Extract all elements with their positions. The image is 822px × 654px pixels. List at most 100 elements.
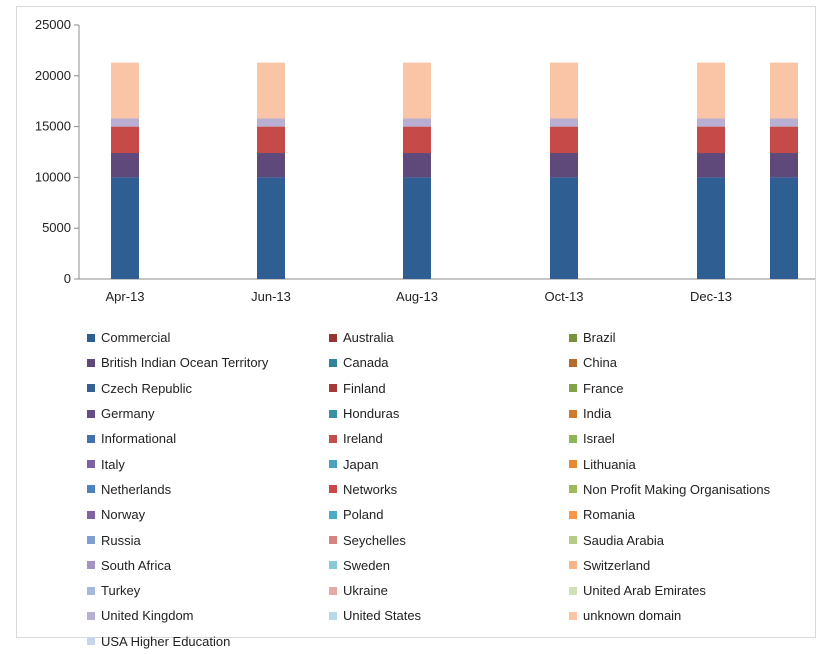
chart-frame: 25000 20000 15000 10000 5000 0 Apr-13 Jun-13 Aug…: [16, 6, 819, 649]
legend-label: Turkey: [101, 583, 141, 599]
legend-label: Norway: [101, 507, 146, 523]
legend-label: USA Higher Education: [101, 633, 231, 649]
legend-item: Ukraine: [329, 578, 569, 603]
legend-swatch: [87, 586, 95, 595]
legend-label: Netherlands: [101, 481, 172, 497]
legend-item: British Indian Ocean Territory: [87, 350, 329, 375]
x-tick-label: Jun-13: [251, 289, 291, 304]
legend-item: Switzerland: [569, 553, 819, 578]
legend-swatch: [569, 611, 577, 620]
legend-label: British Indian Ocean Territory: [101, 355, 269, 371]
bar-segment: [111, 62, 139, 119]
legend-label: South Africa: [101, 557, 172, 573]
bar-segment: [550, 62, 578, 119]
x-tick-label: Aug-13: [396, 289, 438, 304]
legend-item: Turkey: [87, 578, 329, 603]
legend-item: Seychelles: [329, 527, 569, 552]
legend-swatch: [329, 561, 337, 570]
legend-item: South Africa: [87, 553, 329, 578]
legend-item: Non Profit Making Organisations: [569, 477, 819, 502]
legend-item: France: [569, 376, 819, 401]
bar-segment: [697, 177, 725, 279]
legend-label: Commercial: [101, 330, 171, 346]
legend-swatch: [87, 460, 95, 469]
bar-segment: [257, 62, 285, 119]
legend-swatch: [87, 510, 95, 519]
legend-item: USA Higher Education: [87, 629, 329, 654]
y-tick-label: 15000: [35, 119, 71, 134]
legend-item: Canada: [329, 350, 569, 375]
legend-label: Romania: [583, 507, 636, 523]
legend-item: Finland: [329, 376, 569, 401]
legend-item: Germany: [87, 401, 329, 426]
legend-label: Ireland: [343, 431, 383, 447]
legend-swatch: [87, 384, 95, 393]
legend-swatch: [329, 510, 337, 519]
y-tick-label: 5000: [42, 220, 71, 235]
legend-item: Italy: [87, 451, 329, 476]
bar-segment: [111, 118, 139, 127]
legend-label: Italy: [101, 456, 125, 472]
legend-label: Israel: [583, 431, 615, 447]
bar-segment: [403, 177, 431, 279]
legend-swatch: [87, 333, 95, 342]
legend-item: Poland: [329, 502, 569, 527]
legend-label: China: [583, 355, 617, 371]
legend-swatch: [87, 434, 95, 443]
legend-item: Commercial: [87, 325, 329, 350]
bar-segment: [697, 62, 725, 119]
x-tick-label: Apr-13: [105, 289, 144, 304]
legend-label: Networks: [343, 481, 398, 497]
legend-swatch: [569, 485, 577, 494]
legend-swatch: [87, 358, 95, 367]
legend-label: Honduras: [343, 406, 400, 422]
legend-item: Sweden: [329, 553, 569, 578]
legend-swatch: [569, 358, 577, 367]
legend-swatch: [329, 586, 337, 595]
legend-swatch: [329, 460, 337, 469]
legend-item: Australia: [329, 325, 569, 350]
bar-segment: [111, 153, 139, 178]
legend-swatch: [329, 536, 337, 545]
bar-segment: [403, 118, 431, 127]
bar-segment: [111, 177, 139, 279]
legend-item: Netherlands: [87, 477, 329, 502]
legend-item: Informational: [87, 426, 329, 451]
legend-item: Norway: [87, 502, 329, 527]
legend-label: India: [583, 406, 612, 422]
legend-label: United Arab Emirates: [583, 583, 706, 599]
legend-item: Israel: [569, 426, 819, 451]
legend-item: China: [569, 350, 819, 375]
bar-segment: [550, 153, 578, 178]
legend-swatch: [569, 460, 577, 469]
legend-item: Saudia Arabia: [569, 527, 819, 552]
legend-item: Networks: [329, 477, 569, 502]
legend-label: Japan: [343, 456, 379, 472]
legend-item: Russia: [87, 527, 329, 552]
bar-segment: [403, 153, 431, 178]
legend-swatch: [569, 561, 577, 570]
legend-swatch: [87, 485, 95, 494]
legend-item: Brazil: [569, 325, 819, 350]
legend-swatch: [87, 561, 95, 570]
legend-swatch: [329, 409, 337, 418]
legend-label: Lithuania: [583, 456, 636, 472]
legend-swatch: [329, 333, 337, 342]
x-tick-label: Oct-13: [544, 289, 583, 304]
legend-swatch: [569, 409, 577, 418]
y-tick-label: 0: [64, 271, 71, 286]
bar-segment: [697, 118, 725, 127]
legend-label: Seychelles: [343, 532, 406, 548]
bar-segment: [257, 126, 285, 154]
legend-swatch: [569, 434, 577, 443]
legend-swatch: [87, 536, 95, 545]
legend-label: Ukraine: [343, 583, 388, 599]
legend-item: Japan: [329, 451, 569, 476]
y-tick-label: 25000: [35, 17, 71, 32]
legend-swatch: [569, 586, 577, 595]
bar-segment: [770, 62, 798, 119]
bar-segment: [770, 177, 798, 279]
legend-label: Canada: [343, 355, 389, 371]
legend-label: Non Profit Making Organisations: [583, 481, 771, 497]
legend-swatch: [87, 637, 95, 646]
